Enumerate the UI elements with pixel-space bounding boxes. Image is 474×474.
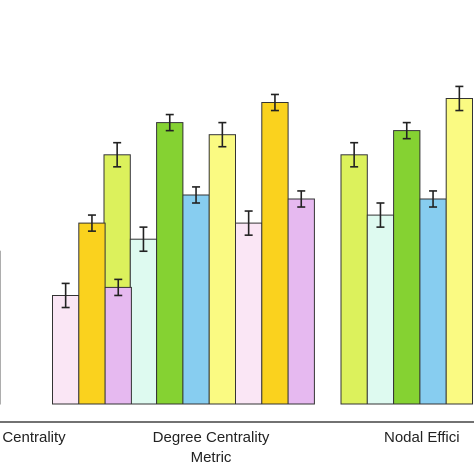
bar-series4-cat2 — [182, 194, 210, 405]
bars-layer — [0, 98, 474, 405]
error-bar-series7-cat1 — [87, 214, 96, 232]
bar-series2-cat2 — [129, 238, 158, 405]
x-axis-title: Metric — [191, 449, 232, 466]
error-bar-series5-cat2 — [218, 121, 227, 148]
bar-series7-cat2 — [261, 102, 289, 405]
error-bar-series7-cat2 — [270, 93, 279, 112]
bar-series5-cat2 — [208, 134, 236, 405]
bar-series6-cat1 — [52, 295, 80, 405]
error-bar-series2-cat3 — [376, 202, 385, 228]
error-bar-series4-cat3 — [429, 190, 438, 208]
bar-series3-cat3 — [393, 130, 421, 405]
error-bars-layer — [61, 85, 464, 309]
error-bar-series3-cat3 — [402, 121, 411, 140]
bar-series6-cat2 — [235, 222, 263, 405]
error-bar-series1-cat3 — [350, 141, 359, 168]
bar-series2-cat3 — [366, 214, 395, 405]
error-bar-series8-cat1 — [114, 278, 123, 297]
category-label-1: Centrality — [2, 429, 66, 446]
bar-series5-cat3 — [445, 98, 474, 405]
bar-series7-cat1 — [78, 222, 106, 405]
bar-series1-cat3 — [340, 154, 368, 405]
error-bar-series2-cat2 — [139, 226, 148, 253]
error-bar-series3-cat2 — [165, 113, 174, 132]
error-bar-series4-cat2 — [192, 186, 201, 204]
error-bar-series8-cat2 — [297, 190, 306, 208]
error-bar-series6-cat2 — [244, 210, 253, 236]
bar-series8-cat1 — [104, 286, 132, 405]
bar-series4-cat3 — [419, 198, 447, 405]
error-bar-series6-cat1 — [61, 282, 70, 309]
error-bar-series1-cat2 — [113, 141, 122, 168]
category-label-3: Nodal Effici — [384, 429, 460, 446]
category-label-2: Degree Centrality — [153, 429, 270, 446]
error-bar-series5-cat3 — [455, 85, 464, 112]
bar-series3-cat2 — [156, 122, 184, 405]
bar-series8-cat2 — [287, 198, 315, 405]
